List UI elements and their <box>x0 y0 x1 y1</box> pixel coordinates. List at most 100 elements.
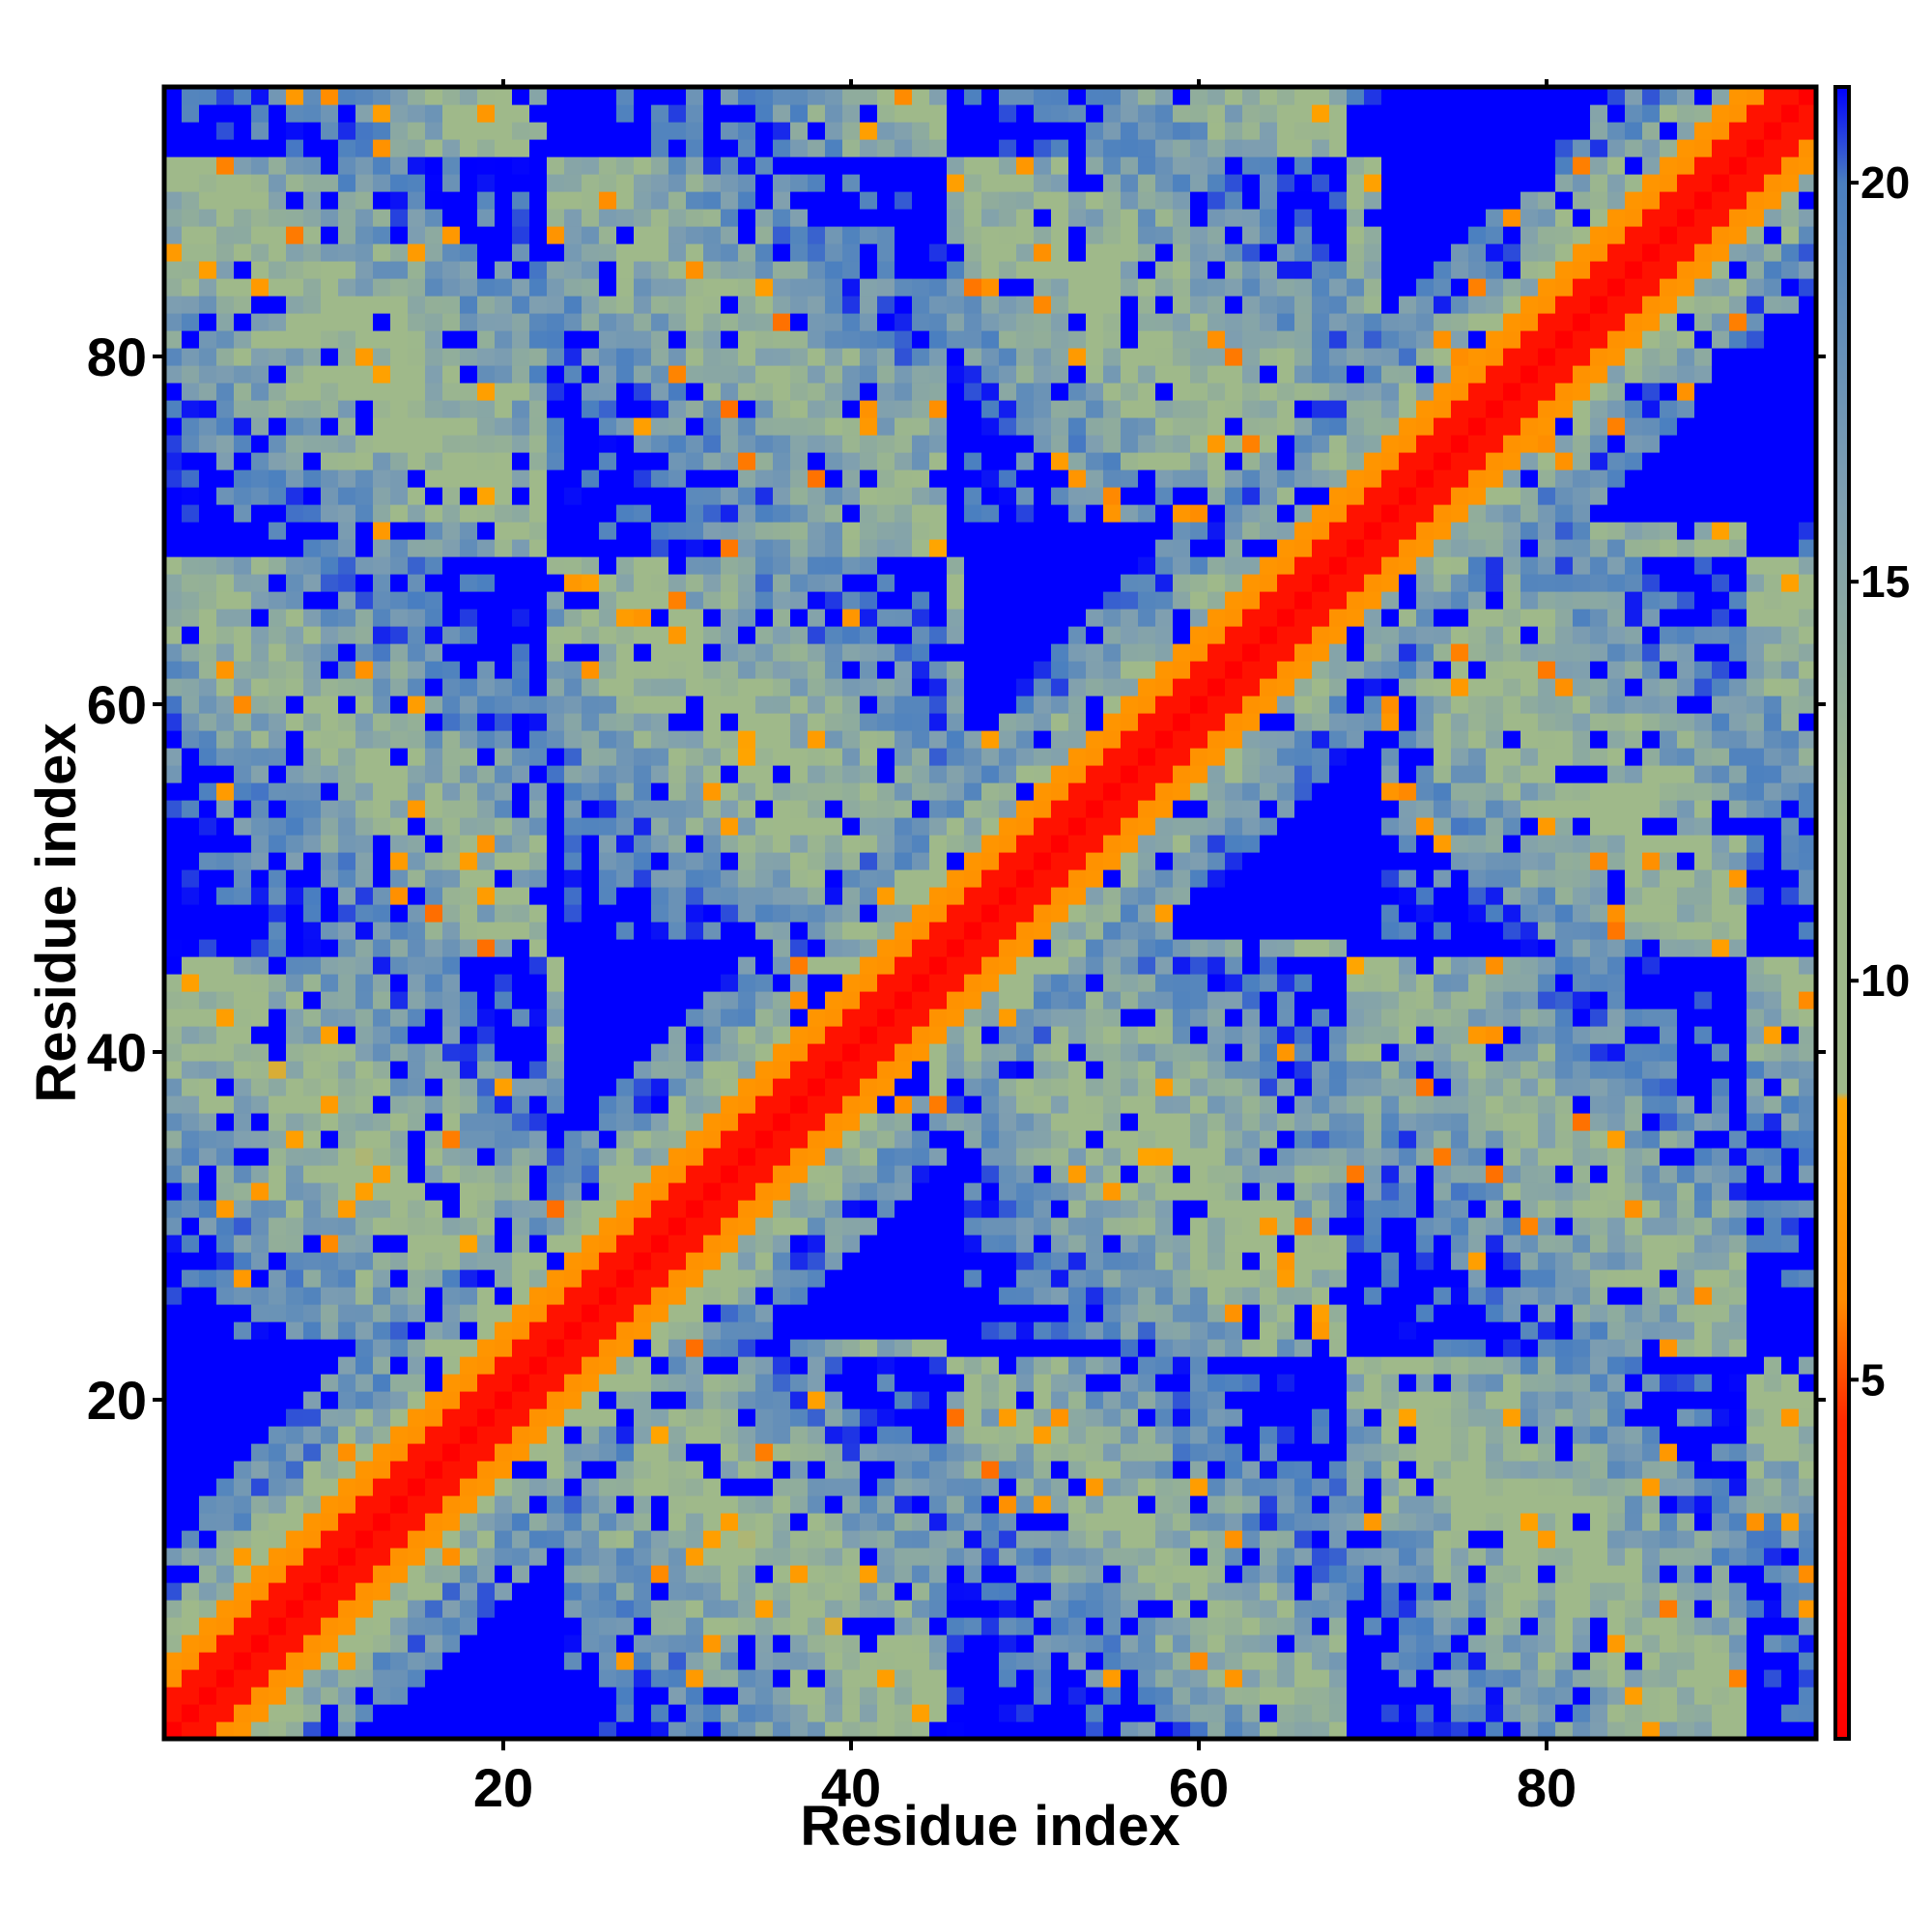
heatmap-cell <box>216 191 235 210</box>
heatmap-cell <box>390 452 409 470</box>
heatmap-cell <box>877 887 895 905</box>
heatmap-cell <box>981 1461 1000 1479</box>
heatmap-cell <box>616 1495 635 1514</box>
heatmap-cell <box>164 365 183 384</box>
heatmap-cell <box>321 817 339 836</box>
heatmap-cell <box>947 1704 965 1722</box>
heatmap-cell <box>460 956 478 975</box>
heatmap-cell <box>355 1461 374 1479</box>
heatmap-cell <box>512 156 530 175</box>
heatmap-cell <box>303 1252 322 1270</box>
heatmap-cell <box>164 1408 183 1427</box>
heatmap-cell <box>895 730 913 749</box>
heatmap-cell <box>999 852 1017 870</box>
heatmap-cell <box>860 904 878 923</box>
heatmap-cell <box>303 1391 322 1409</box>
heatmap-cell <box>408 156 426 175</box>
heatmap-cell <box>808 1634 826 1653</box>
heatmap-cell <box>164 1374 183 1392</box>
heatmap-cell <box>373 556 391 575</box>
heatmap-cell <box>651 609 669 627</box>
heatmap-cell <box>825 974 843 992</box>
heatmap-cell <box>686 609 704 627</box>
heatmap-cell <box>1034 348 1052 366</box>
heatmap-cell <box>616 435 635 453</box>
heatmap-cell <box>790 1495 809 1514</box>
heatmap-cell <box>442 1617 461 1635</box>
heatmap-cell <box>408 417 426 436</box>
heatmap-cell <box>425 1339 443 1357</box>
heatmap-cell <box>616 261 635 279</box>
heatmap-cell <box>895 1304 913 1322</box>
heatmap-cell <box>1068 1148 1087 1166</box>
heatmap-cell <box>895 1704 913 1722</box>
heatmap-cell <box>251 139 270 157</box>
heatmap-cell <box>164 1565 183 1583</box>
heatmap-cell <box>721 1461 739 1479</box>
heatmap-cell <box>599 696 617 714</box>
heatmap-cell <box>529 1130 548 1149</box>
heatmap-cell <box>321 1182 339 1201</box>
heatmap-cell <box>251 1634 270 1653</box>
heatmap-cell <box>303 1548 322 1566</box>
heatmap-cell <box>860 469 878 488</box>
heatmap-cell <box>721 104 739 123</box>
heatmap-cell <box>529 1669 548 1688</box>
heatmap-cell <box>703 122 722 140</box>
heatmap-cell <box>738 174 756 192</box>
heatmap-cell <box>599 643 617 662</box>
heatmap-cell <box>686 1200 704 1218</box>
heatmap-cell <box>964 1565 982 1583</box>
heatmap-cell <box>895 1009 913 1027</box>
heatmap-cell <box>512 852 530 870</box>
heatmap-cell <box>269 1582 287 1601</box>
heatmap-cell <box>460 400 478 418</box>
heatmap-cell <box>1068 782 1087 801</box>
heatmap-cell <box>425 1721 443 1740</box>
heatmap-cell <box>981 243 1000 262</box>
heatmap-cell <box>286 1443 304 1462</box>
heatmap-cell <box>216 261 235 279</box>
heatmap-cell <box>790 1513 809 1531</box>
heatmap-cell <box>321 1565 339 1583</box>
heatmap-cell <box>564 209 582 227</box>
heatmap-cell <box>321 713 339 731</box>
heatmap-cell <box>668 1687 687 1705</box>
heatmap-cell <box>947 191 965 210</box>
heatmap-cell <box>1068 1217 1087 1236</box>
heatmap-cell <box>338 1617 356 1635</box>
heatmap-cell <box>460 296 478 314</box>
heatmap-cell <box>860 609 878 627</box>
heatmap-cell <box>182 939 200 957</box>
heatmap-cell <box>842 1356 861 1375</box>
heatmap-cell <box>321 1530 339 1548</box>
heatmap-cell <box>964 939 982 957</box>
heatmap-cell <box>303 974 322 992</box>
heatmap-cell <box>338 696 356 714</box>
heatmap-cell <box>947 365 965 384</box>
heatmap-cell <box>321 1269 339 1288</box>
heatmap-cell <box>269 243 287 262</box>
heatmap-cell <box>981 435 1000 453</box>
heatmap-cell <box>616 1182 635 1201</box>
heatmap-cell <box>408 1426 426 1444</box>
heatmap-cell <box>251 1687 270 1705</box>
heatmap-cell <box>1068 1304 1087 1322</box>
heatmap-cell <box>529 104 548 123</box>
heatmap-cell <box>947 522 965 540</box>
heatmap-cell <box>1016 817 1035 836</box>
heatmap-cell <box>738 1617 756 1635</box>
heatmap-cell <box>199 1043 217 1062</box>
heatmap-cell <box>703 1217 722 1236</box>
heatmap-cell <box>251 956 270 975</box>
heatmap-cell <box>234 626 252 644</box>
heatmap-cell <box>790 1339 809 1357</box>
heatmap-cell <box>790 696 809 714</box>
heatmap-cell <box>564 1391 582 1409</box>
heatmap-cell <box>564 313 582 331</box>
heatmap-cell <box>947 643 965 662</box>
heatmap-cell <box>564 1061 582 1079</box>
heatmap-cell <box>964 330 982 349</box>
heatmap-cell <box>912 643 930 662</box>
heatmap-cell <box>668 713 687 731</box>
